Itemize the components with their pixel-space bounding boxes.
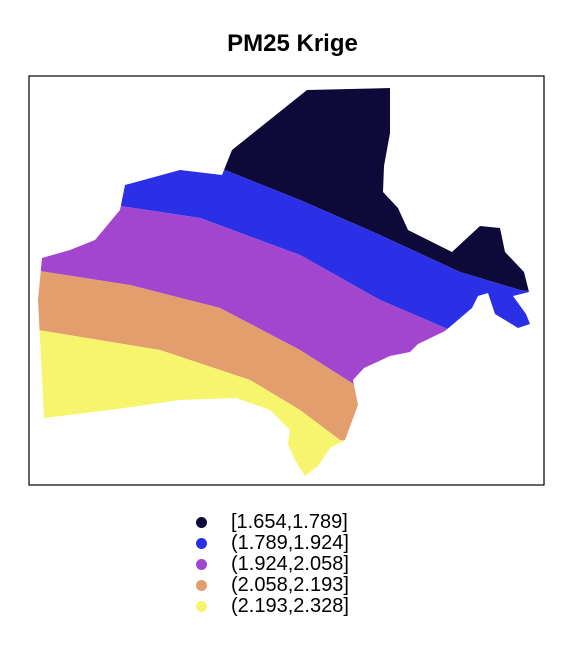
- kriged-surface: [38, 88, 530, 476]
- legend-label: [1.654,1.789]: [231, 511, 348, 533]
- map-frame: [28, 75, 545, 486]
- legend-dot-icon: [196, 538, 207, 549]
- legend-label: (2.193,2.328]: [231, 595, 349, 617]
- legend-item: (2.058,2.193]: [196, 575, 349, 596]
- legend-label: (2.058,2.193]: [231, 574, 349, 596]
- legend-item: (1.789,1.924]: [196, 533, 349, 554]
- legend-item: (2.193,2.328]: [196, 596, 349, 617]
- legend-label: (1.789,1.924]: [231, 532, 349, 554]
- legend-label: (1.924,2.058]: [231, 553, 349, 575]
- map-title: PM25 Krige: [227, 30, 358, 57]
- legend-item: [1.654,1.789]: [196, 512, 349, 533]
- legend-dot-icon: [196, 601, 207, 612]
- legend-item: (1.924,2.058]: [196, 554, 349, 575]
- legend-dot-icon: [196, 580, 207, 591]
- legend-dot-icon: [196, 517, 207, 528]
- legend-dot-icon: [196, 559, 207, 570]
- legend: [1.654,1.789] (1.789,1.924] (1.924,2.058…: [196, 512, 349, 617]
